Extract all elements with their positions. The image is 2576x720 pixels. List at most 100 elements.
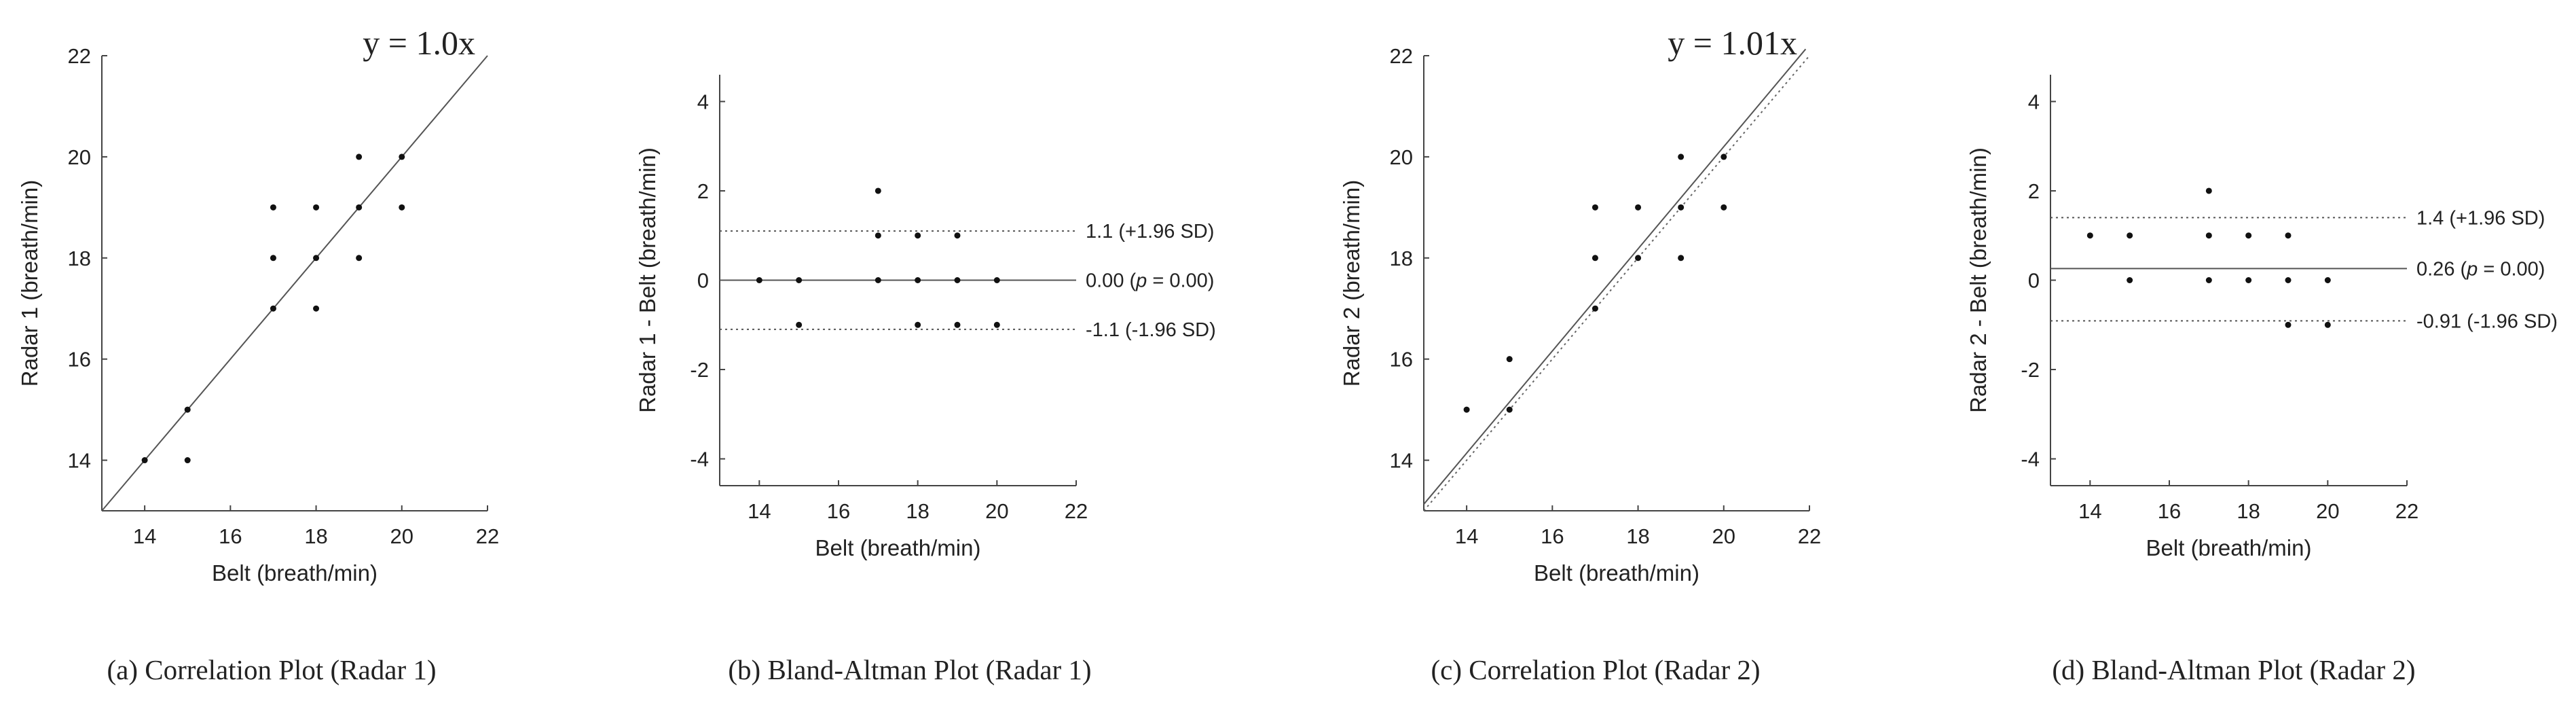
data-point [2285, 232, 2292, 239]
panel-b: 14 16 18 20 22 -4 -2 0 2 4 Belt (breath/min) Radar … [635, 75, 1216, 685]
data-point [954, 232, 961, 239]
data-point [313, 255, 320, 262]
x-axis-label: Belt (breath/min) [1534, 560, 1699, 586]
x-tick-label: 20 [2316, 499, 2339, 523]
y-tick-label: -4 [2021, 448, 2040, 471]
x-tick-label: 18 [2237, 499, 2260, 523]
data-point [756, 277, 762, 283]
panel-caption: (c) Correlation Plot (Radar 2) [1431, 654, 1760, 685]
x-tick-label: 14 [2078, 499, 2101, 523]
y-tick-label: 18 [68, 247, 91, 270]
identity-line [1423, 55, 1810, 511]
y-tick-label: 14 [68, 449, 91, 473]
data-point [313, 305, 320, 312]
data-point [1678, 204, 1685, 211]
y-axis-label: Radar 1 (breath/min) [17, 180, 42, 386]
x-tick-label: 22 [1798, 524, 1821, 548]
data-point [356, 204, 363, 211]
data-point [796, 277, 803, 283]
y-tick-label: 16 [68, 348, 91, 372]
data-point [1721, 204, 1727, 211]
data-point [399, 154, 405, 160]
regression-line [1423, 48, 1807, 505]
panel-caption: (d) Bland-Altman Plot (Radar 2) [2052, 654, 2415, 685]
data-point [2127, 232, 2133, 239]
p-value-symbol: p [2466, 258, 2478, 280]
data-point [2324, 321, 2331, 328]
data-point [915, 277, 921, 283]
y-tick-label: 2 [697, 179, 709, 203]
lower-limit-label: -1.1 (-1.96 SD) [1086, 319, 1216, 341]
regression-equation: y = 1.0x [363, 24, 475, 62]
data-point [270, 204, 276, 211]
y-tick-label: 16 [1390, 348, 1413, 372]
y-tick-label: 14 [1390, 449, 1413, 473]
p-value-text: = 0.00) [1147, 270, 1214, 292]
x-tick-label: 20 [390, 524, 413, 548]
y-axis-label: Radar 2 - Belt (breath/min) [1966, 147, 1991, 413]
data-point [2086, 232, 2093, 239]
data-point [796, 321, 803, 328]
x-tick-label: 16 [827, 499, 850, 523]
y-tick-label: -2 [690, 358, 709, 382]
y-tick-label: -4 [690, 448, 709, 471]
x-tick-label: 22 [1065, 499, 1088, 523]
data-point [2285, 321, 2292, 328]
x-tick-label: 16 [1541, 524, 1564, 548]
panel-caption: (a) Correlation Plot (Radar 1) [107, 654, 436, 685]
y-tick-label: 20 [68, 145, 91, 169]
data-point [875, 187, 881, 194]
x-axis-label: Belt (breath/min) [212, 560, 378, 586]
x-tick-label: 18 [304, 524, 327, 548]
x-tick-label: 18 [906, 499, 929, 523]
data-point [954, 321, 961, 328]
y-tick-label: 4 [2028, 90, 2040, 113]
y-tick-label: 0 [2028, 269, 2040, 293]
regression-line [101, 55, 488, 511]
data-point [875, 232, 881, 239]
y-tick-label: 2 [2028, 179, 2040, 203]
data-point [313, 204, 320, 211]
data-point [993, 277, 1000, 283]
data-point [2205, 277, 2212, 283]
mean-bias-label: 0.26 (p = 0.00) [2416, 258, 2545, 280]
panel-a: 14 16 18 20 22 14 16 18 20 22 Belt (breath/min) Rad… [17, 24, 499, 685]
data-point [1506, 406, 1513, 413]
data-point [270, 255, 276, 262]
data-point [1506, 356, 1513, 363]
x-tick-label: 14 [748, 499, 771, 523]
data-point [2324, 277, 2331, 283]
x-axis-label: Belt (breath/min) [815, 535, 981, 560]
x-tick-label: 22 [2395, 499, 2418, 523]
x-tick-label: 20 [985, 499, 1008, 523]
data-point [1591, 305, 1598, 312]
y-axis-label: Radar 2 (breath/min) [1339, 180, 1364, 386]
data-point [2205, 232, 2212, 239]
p-value-symbol: p [1135, 270, 1147, 292]
mean-bias-label: 0.00 (p = 0.00) [1086, 270, 1214, 292]
data-point [184, 457, 191, 464]
x-tick-label: 14 [133, 524, 156, 548]
data-point [270, 305, 276, 312]
data-point [1721, 154, 1727, 160]
upper-limit-label: 1.1 (+1.96 SD) [1086, 221, 1214, 242]
panel-d: 14 16 18 20 22 -4 -2 0 2 4 Belt (breath/min) Radar … [1966, 75, 2558, 685]
x-tick-label: 14 [1455, 524, 1478, 548]
x-tick-label: 18 [1626, 524, 1649, 548]
y-tick-label: 18 [1390, 247, 1413, 270]
data-point [141, 457, 148, 464]
y-tick-label: 22 [1390, 44, 1413, 68]
x-tick-label: 20 [1712, 524, 1735, 548]
upper-limit-label: 1.4 (+1.96 SD) [2416, 207, 2545, 229]
data-point [2245, 232, 2252, 239]
x-tick-label: 16 [219, 524, 242, 548]
panel-caption: (b) Bland-Altman Plot (Radar 1) [728, 654, 1091, 685]
y-tick-label: 4 [697, 90, 709, 113]
data-point [2205, 187, 2212, 194]
y-tick-label: 0 [697, 269, 709, 293]
data-point [915, 321, 921, 328]
panel-c: 14 16 18 20 22 14 16 18 20 22 Belt (breath/min) Rad… [1339, 24, 1821, 685]
y-tick-label: -2 [2021, 358, 2040, 382]
data-point [1678, 154, 1685, 160]
